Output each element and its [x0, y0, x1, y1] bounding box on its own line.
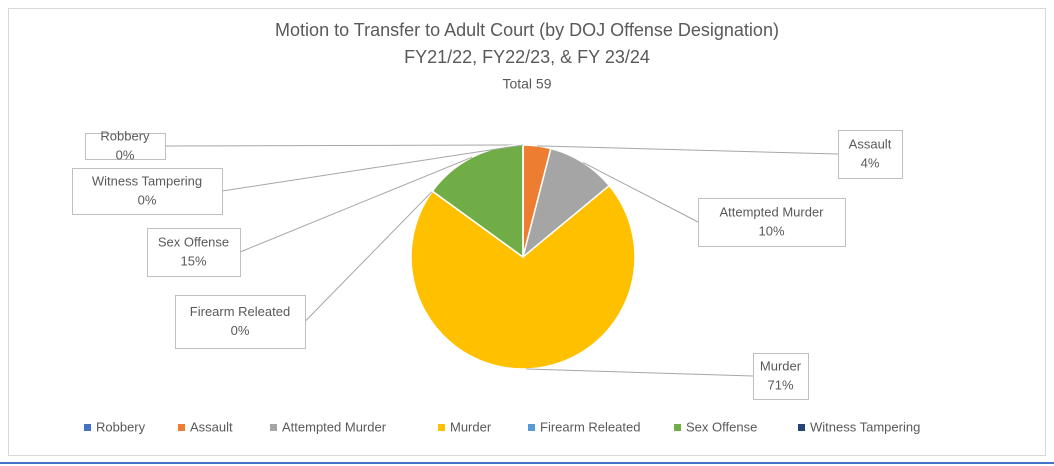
data-label-value: 4%	[861, 155, 880, 170]
legend-swatch	[438, 424, 445, 431]
leader-line	[526, 368, 754, 377]
label-box	[753, 353, 809, 400]
leader-line	[239, 156, 473, 253]
legend-label: Witness Tampering	[810, 419, 920, 434]
data-label-value: 0%	[138, 192, 157, 207]
leader-line	[304, 190, 433, 322]
data-label-name: Robbery	[100, 128, 150, 143]
data-label-name: Assault	[849, 136, 892, 151]
legend-label: Sex Offense	[686, 419, 757, 434]
label-box	[698, 198, 846, 247]
leader-line	[582, 161, 699, 223]
chart-annotation: Total 59	[502, 76, 551, 92]
legend-label: Assault	[190, 419, 233, 434]
label-box	[175, 295, 306, 349]
data-label-value: 71%	[767, 377, 793, 392]
label-box	[72, 168, 223, 215]
data-label-name: Attempted Murder	[719, 204, 824, 219]
data-label-value: 10%	[758, 223, 784, 238]
label-box	[838, 130, 903, 179]
data-label-name: Witness Tampering	[92, 173, 202, 188]
leader-line	[164, 144, 524, 147]
legend-label: Robbery	[96, 419, 146, 434]
data-label-value: 0%	[231, 323, 250, 338]
legend-swatch	[674, 424, 681, 431]
chart-title: Motion to Transfer to Adult Court (by DO…	[275, 20, 779, 40]
legend-swatch	[528, 424, 535, 431]
pie-slice	[410, 184, 636, 370]
data-label-name: Murder	[760, 358, 802, 373]
leader-line	[537, 145, 839, 155]
legend-swatch	[798, 424, 805, 431]
data-label-value: 0%	[116, 147, 135, 162]
legend-swatch	[270, 424, 277, 431]
data-label-name: Sex Offense	[158, 234, 229, 249]
data-label-value: 15%	[180, 253, 206, 268]
label-box	[85, 133, 166, 160]
legend-label: Firearm Releated	[540, 419, 640, 434]
legend-swatch	[178, 424, 185, 431]
legend-label: Attempted Murder	[282, 419, 387, 434]
legend-swatch	[84, 424, 91, 431]
chart-subtitle: FY21/22, FY22/23, & FY 23/24	[404, 47, 650, 67]
leader-line	[221, 144, 524, 192]
legend-label: Murder	[450, 419, 492, 434]
label-box	[147, 228, 241, 277]
data-label-name: Firearm Releated	[190, 304, 290, 319]
